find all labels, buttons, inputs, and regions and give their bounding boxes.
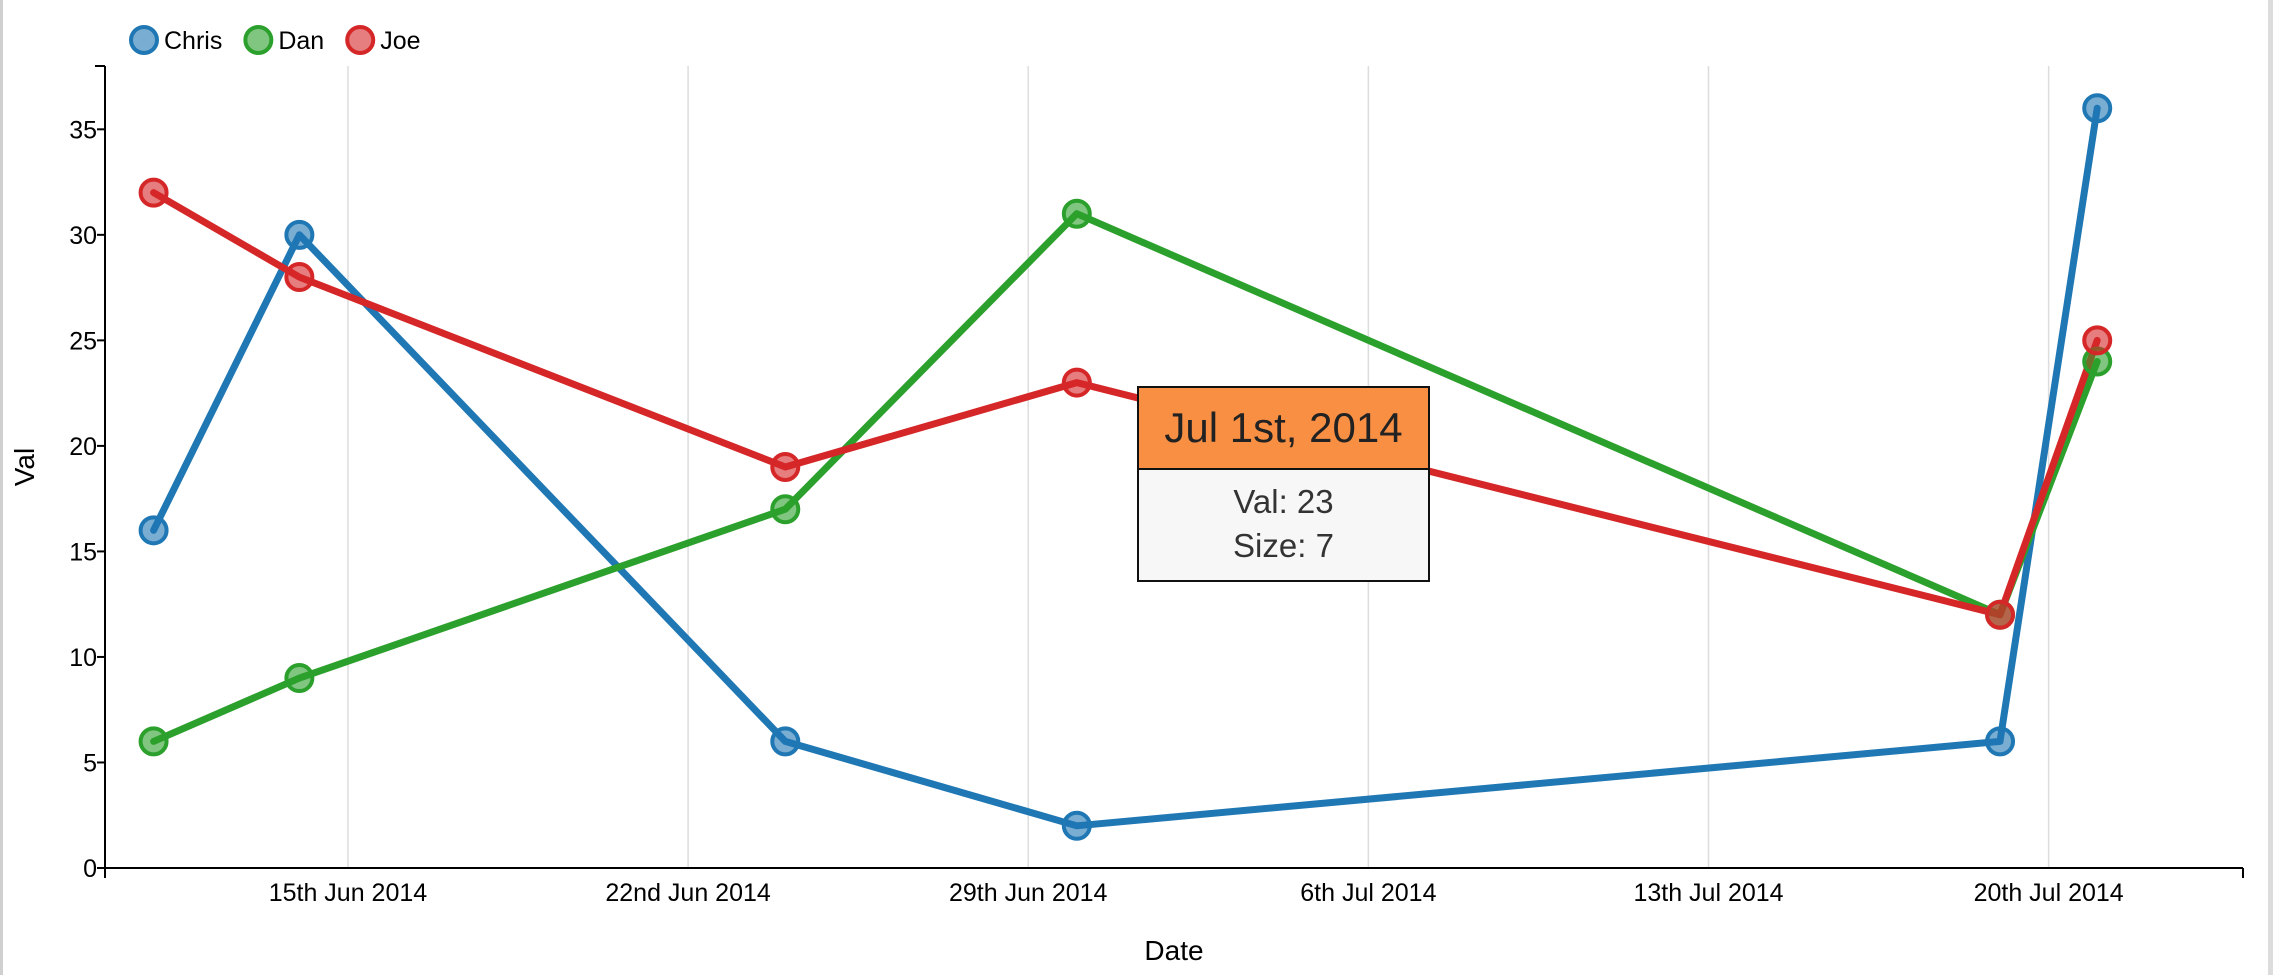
x-tick-label: 29th Jun 2014 bbox=[949, 879, 1108, 907]
data-point-chris[interactable] bbox=[770, 726, 801, 757]
series-lines bbox=[150, 104, 2101, 830]
x-tick-label: 15th Jun 2014 bbox=[269, 879, 428, 907]
data-point-chris[interactable] bbox=[2082, 93, 2113, 124]
data-point-chris[interactable] bbox=[1061, 810, 1092, 841]
legend-label-joe[interactable]: Joe bbox=[380, 27, 420, 55]
data-point-chris[interactable] bbox=[1985, 726, 2016, 757]
data-point-joe[interactable] bbox=[1061, 367, 1092, 398]
y-tick-label: 25 bbox=[69, 327, 97, 355]
x-tick-label: 13th Jul 2014 bbox=[1633, 879, 1783, 907]
tooltip: Jul 1st, 2014 Val: 23 Size: 7 bbox=[1137, 386, 1430, 582]
series-line-joe bbox=[150, 189, 2101, 619]
axes: 15th Jun 2014 22nd Jun 2014 29th Jun 2014 6… bbox=[69, 65, 2244, 907]
data-point-dan[interactable] bbox=[138, 726, 169, 757]
legend-marker-joe[interactable] bbox=[345, 25, 376, 55]
data-point-joe[interactable] bbox=[2082, 325, 2113, 356]
data-point-joe[interactable] bbox=[770, 452, 801, 482]
frame-border-right bbox=[2268, 0, 2273, 975]
frame-border-left bbox=[0, 0, 3, 975]
series-line-dan bbox=[150, 210, 2101, 745]
y-tick-label: 35 bbox=[69, 116, 97, 144]
y-tick-label: 15 bbox=[69, 538, 97, 566]
x-tick-label: 6th Jul 2014 bbox=[1300, 879, 1436, 907]
data-point-chris[interactable] bbox=[138, 515, 169, 546]
legend-label-dan[interactable]: Dan bbox=[278, 27, 324, 55]
y-axis-title: Val bbox=[9, 448, 40, 486]
series-line-chris bbox=[150, 104, 2101, 830]
x-tick-label: 20th Jul 2014 bbox=[1974, 879, 2124, 907]
tooltip-val: Val: 23 bbox=[1233, 483, 1334, 520]
y-tick-label: 10 bbox=[69, 644, 97, 672]
data-point-joe[interactable] bbox=[284, 262, 315, 293]
data-point-dan[interactable] bbox=[284, 663, 315, 694]
y-tick-label: 5 bbox=[83, 749, 97, 777]
y-tick-label: 30 bbox=[69, 222, 97, 250]
legend-label-chris[interactable]: Chris bbox=[164, 27, 222, 55]
data-point-dan[interactable] bbox=[1061, 198, 1092, 229]
legend[interactable]: Chris Dan Joe bbox=[129, 25, 421, 55]
legend-marker-dan[interactable] bbox=[243, 25, 274, 55]
data-point-joe[interactable] bbox=[138, 177, 169, 208]
y-tick-label: 20 bbox=[69, 433, 97, 461]
series-points[interactable] bbox=[138, 93, 2113, 841]
x-tick-label: 22nd Jun 2014 bbox=[605, 879, 771, 907]
tooltip-size: Size: 7 bbox=[1233, 527, 1334, 564]
y-tick-label: 0 bbox=[83, 855, 97, 883]
tooltip-header: Jul 1st, 2014 bbox=[1139, 388, 1428, 470]
legend-marker-chris[interactable] bbox=[129, 25, 159, 55]
tooltip-body: Val: 23 Size: 7 bbox=[1139, 470, 1428, 580]
x-axis-title: Date bbox=[1144, 935, 1203, 966]
data-point-chris[interactable] bbox=[284, 219, 315, 250]
data-point-joe[interactable] bbox=[1985, 599, 2016, 630]
data-point-dan[interactable] bbox=[770, 494, 801, 525]
